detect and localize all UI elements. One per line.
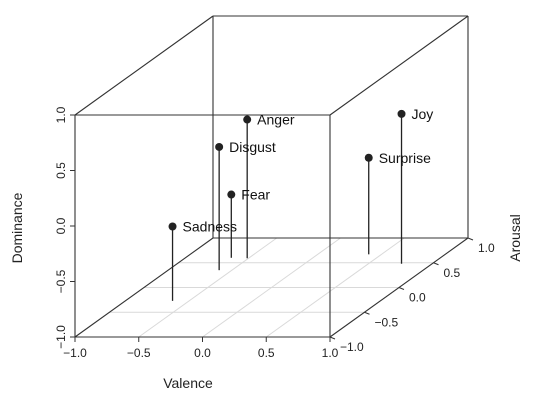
z-tick-label: 0.0	[54, 217, 68, 234]
y-tick-label: 1.0	[478, 241, 495, 255]
y-axis-title: Arousal	[507, 214, 523, 261]
x-tick-label: −0.5	[127, 346, 151, 360]
point-label: Anger	[257, 112, 295, 128]
floor-grid	[109, 237, 434, 338]
point-label: Fear	[241, 187, 270, 203]
point-label: Disgust	[229, 139, 276, 155]
data-point	[227, 190, 236, 199]
z-axis-title: Dominance	[9, 192, 25, 263]
y-tick-mark	[329, 336, 336, 340]
box-frame	[74, 15, 469, 338]
data-point	[215, 142, 224, 151]
box-edge	[74, 15, 214, 116]
y-tick-label: −1.0	[340, 340, 364, 354]
y-tick-label: 0.5	[444, 266, 461, 280]
x-tick-label: −1.0	[63, 346, 87, 360]
tick-labels: −1.0 −0.5 0.0 0.5 1.0 −1.0−0.50.00.51.0−1.0−0…	[54, 106, 495, 360]
z-tick-label: 1.0	[54, 106, 68, 123]
y-tick-label: −0.5	[375, 315, 399, 329]
x-tick-label: 0.5	[258, 346, 275, 360]
data-point	[168, 222, 177, 231]
z-tick-label: −1.0	[54, 325, 68, 349]
x-tick-label: 1.0	[322, 346, 339, 360]
data-point	[364, 153, 373, 162]
z-tick-label: 0.5	[54, 162, 68, 179]
data-point	[397, 109, 406, 118]
data-point	[243, 115, 252, 124]
x-tick-label: 0.0	[194, 346, 211, 360]
x-axis-title: Valence	[163, 375, 213, 391]
box-edge	[74, 237, 214, 338]
point-label: Joy	[412, 106, 434, 122]
z-tick-label: −0.5	[54, 269, 68, 293]
y-tick-mark	[433, 262, 439, 266]
y-tick-mark	[364, 311, 370, 315]
point-label: Sadness	[183, 218, 237, 234]
box-edge	[329, 15, 469, 116]
y-tick-label: 0.0	[409, 291, 426, 305]
point-label: Surprise	[379, 150, 431, 166]
y-tick-mark	[467, 237, 474, 241]
y-tick-mark	[398, 287, 405, 290]
